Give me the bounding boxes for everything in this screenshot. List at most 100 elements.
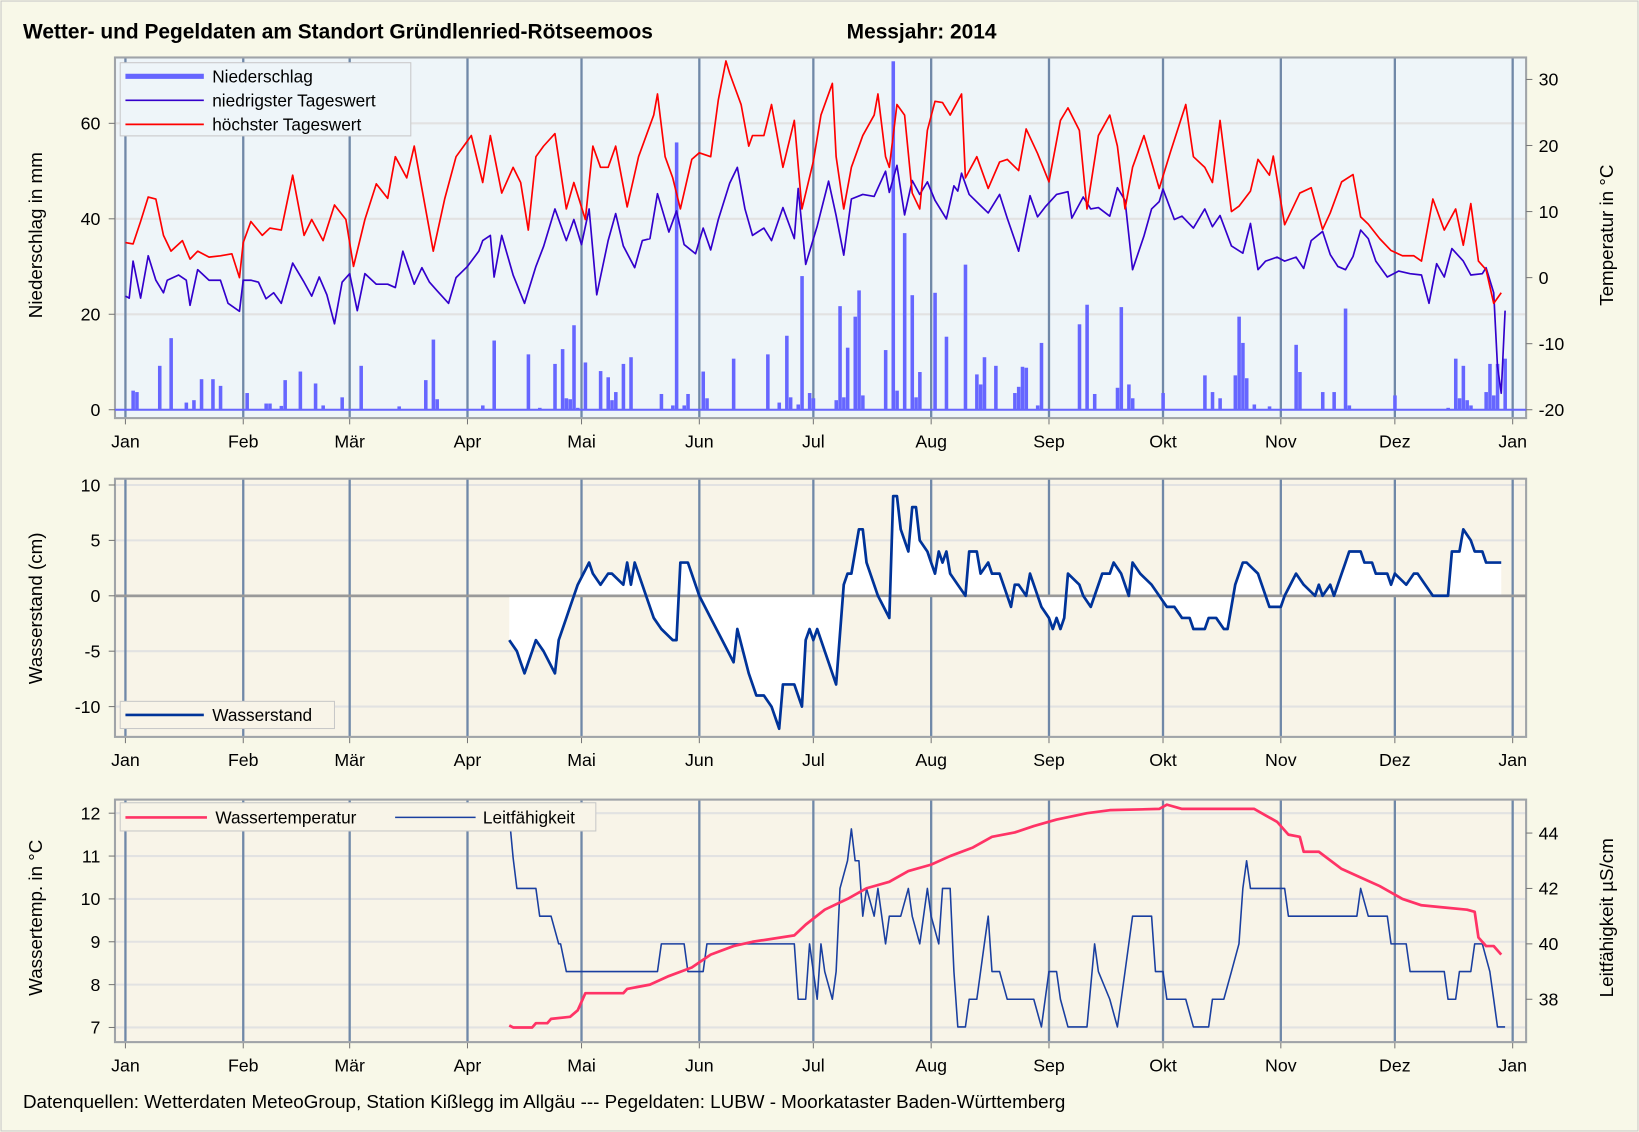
precip-bar xyxy=(1035,405,1040,410)
precip-bar xyxy=(701,371,706,410)
precip-bar xyxy=(1119,307,1124,410)
precip-bar xyxy=(481,405,485,410)
precip-bar xyxy=(857,290,861,410)
x-tick-label: Sep xyxy=(1033,750,1065,770)
precip-bar xyxy=(1332,392,1336,410)
x-tick-label: Feb xyxy=(228,1055,259,1075)
precip-bar xyxy=(564,398,569,410)
x-tick-label: Aug xyxy=(915,431,947,451)
x-tick-label: Jan xyxy=(111,750,140,770)
x-tick-label: Dez xyxy=(1379,1055,1411,1075)
precip-bar xyxy=(895,390,899,410)
x-tick-label: Okt xyxy=(1149,1055,1177,1075)
x-tick-label: Jan xyxy=(1498,431,1527,451)
precip-bar xyxy=(1237,316,1241,410)
precip-bar xyxy=(671,405,675,410)
precip-bar xyxy=(538,407,542,410)
legend-water: Wassertemperatur Leitfähigkeit xyxy=(119,802,597,832)
precip-bar xyxy=(1218,398,1222,410)
x-tick-label: Feb xyxy=(228,431,259,451)
precip-bar xyxy=(1457,398,1462,410)
conductivity-line xyxy=(508,816,1506,1028)
y-tick-label: -10 xyxy=(75,697,101,717)
precip-bar xyxy=(614,392,618,410)
legend-level: Wasserstand xyxy=(119,700,336,730)
precip-bar xyxy=(526,354,531,410)
precip-bar xyxy=(184,402,189,410)
precip-bar xyxy=(169,338,173,410)
legend-label-cond: Leitfähigkeit xyxy=(483,808,575,828)
precip-bar xyxy=(838,306,842,410)
precip-bar xyxy=(583,362,588,410)
precip-bar xyxy=(1484,392,1488,410)
y2-tick-label: 44 xyxy=(1539,823,1559,843)
y2-tick-label: 0 xyxy=(1539,268,1549,288)
y-tick-label: 9 xyxy=(90,932,100,952)
precip-bar xyxy=(933,292,937,410)
precip-bar xyxy=(321,405,325,410)
x-tick-label: Okt xyxy=(1149,431,1177,451)
precip-bar xyxy=(560,349,565,410)
precip-bar xyxy=(157,365,162,410)
water-temp-line xyxy=(508,803,1503,1029)
y-tick-label: 7 xyxy=(90,1018,100,1038)
x-tick-label: Mär xyxy=(334,750,365,770)
precip-bar xyxy=(842,397,846,410)
precip-bar xyxy=(1461,365,1466,410)
precip-bar xyxy=(1495,363,1500,410)
y-tick-label: 12 xyxy=(81,803,101,823)
y2-tick-label: 38 xyxy=(1539,990,1559,1010)
x-tick-label: Apr xyxy=(454,750,482,770)
precip-bar xyxy=(1161,393,1165,410)
precip-bar xyxy=(1092,393,1097,410)
precip-bar xyxy=(944,336,949,410)
y-axis-label-wtemp: Wassertemp. in °C xyxy=(25,840,46,996)
precip-bar xyxy=(659,393,664,410)
y2-tick-label: -20 xyxy=(1539,400,1565,420)
y2-tick-label: 40 xyxy=(1539,934,1559,954)
precip-bar xyxy=(1233,375,1238,410)
y2-axis-label-temp: Temperatur in °C xyxy=(1596,165,1617,306)
x-tick-label: Sep xyxy=(1033,431,1065,451)
panel-water-temp-conductivity: Jan Feb Mär Apr Mai Jun Jul Aug Sep Okt Nov Dez Jan 7… xyxy=(81,798,1559,1075)
precip-bar xyxy=(796,404,801,410)
precip-bar xyxy=(340,397,344,410)
precip-bar xyxy=(629,357,633,410)
precip-bar xyxy=(606,377,610,410)
precip-bar xyxy=(914,397,918,410)
precip-bar xyxy=(1393,395,1397,410)
x-tick-label: Nov xyxy=(1265,1055,1297,1075)
precip-bar xyxy=(1465,400,1469,410)
x-tick-label: Jan xyxy=(1498,750,1527,770)
precip-bar xyxy=(199,379,204,410)
precip-bar xyxy=(1320,392,1325,410)
level-line xyxy=(508,494,1502,731)
x-tick-label: Aug xyxy=(915,750,947,770)
precip-bar xyxy=(313,383,318,410)
precip-bar xyxy=(910,295,915,410)
data-source-footer: Datenquellen: Wetterdaten MeteoGroup, St… xyxy=(23,1091,1065,1112)
y2-tick-label: 42 xyxy=(1539,879,1559,899)
precip-bar xyxy=(424,380,428,410)
precip-bar xyxy=(1127,384,1131,410)
precip-bar xyxy=(1294,344,1298,410)
precip-bar xyxy=(135,392,139,410)
precip-bar xyxy=(568,399,572,410)
precip-bar xyxy=(298,371,303,410)
precip-bar xyxy=(975,374,979,410)
precip-bar xyxy=(1503,358,1507,410)
precip-bar xyxy=(807,393,812,410)
y-tick-label: 11 xyxy=(82,846,100,866)
precip-bar xyxy=(978,384,983,410)
precip-bar xyxy=(777,402,782,410)
precip-bar xyxy=(1267,406,1272,410)
x-tick-label: Jan xyxy=(1498,1055,1527,1075)
precip-bar xyxy=(553,363,557,410)
precip-bar xyxy=(861,395,865,410)
x-tick-label: Jul xyxy=(802,431,825,451)
precip-bar xyxy=(598,371,603,410)
legend-label-tmin: niedrigster Tageswert xyxy=(212,91,376,111)
precip-bar xyxy=(1244,378,1249,410)
precip-bar xyxy=(268,403,272,410)
